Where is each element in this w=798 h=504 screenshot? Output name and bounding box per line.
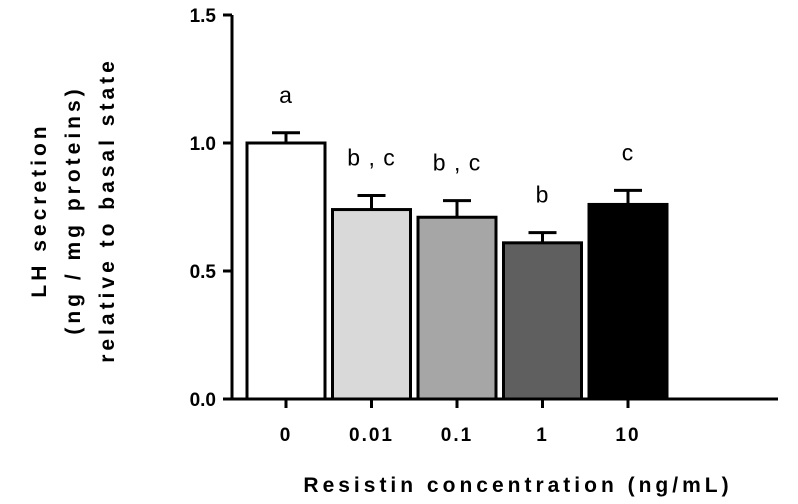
significance-letter: c xyxy=(622,139,635,165)
x-tick-label: 0.01 xyxy=(349,425,394,446)
significance-letter: b , c xyxy=(347,144,395,170)
y-tick-label: 1.0 xyxy=(190,134,216,155)
x-tick-label: 0.1 xyxy=(441,425,473,446)
bar xyxy=(245,141,327,401)
bar xyxy=(502,241,583,401)
y-tick-label: 1.5 xyxy=(190,6,217,27)
y-axis-title-line-1: LH secretion xyxy=(28,122,51,297)
x-axis-title: Resistin concentration (ng/mL) xyxy=(303,474,732,497)
bar xyxy=(331,208,412,401)
bar xyxy=(416,215,498,401)
significance-letter: b , c xyxy=(433,150,481,176)
x-tick-label: 0 xyxy=(280,425,293,446)
significance-letter: b xyxy=(536,182,550,208)
significance-letter: a xyxy=(279,82,293,108)
plot-area: 0.0 0.5 1.0 1.5 0 a 0.01 b , c 0.1 b , c 1 b 10 c xyxy=(190,6,778,446)
x-tick-label: 1 xyxy=(536,425,549,446)
bar xyxy=(587,202,669,401)
y-axis-title: LH secretion (ng / mg proteins) relative… xyxy=(28,57,119,363)
y-tick-label: 0.5 xyxy=(190,262,217,283)
y-axis-title-line-2: (ng / mg proteins) xyxy=(62,85,85,334)
x-tick-label: 10 xyxy=(615,425,640,446)
y-axis-title-line-3: relative to basal state xyxy=(96,57,119,363)
y-tick-label: 0.0 xyxy=(190,390,216,411)
